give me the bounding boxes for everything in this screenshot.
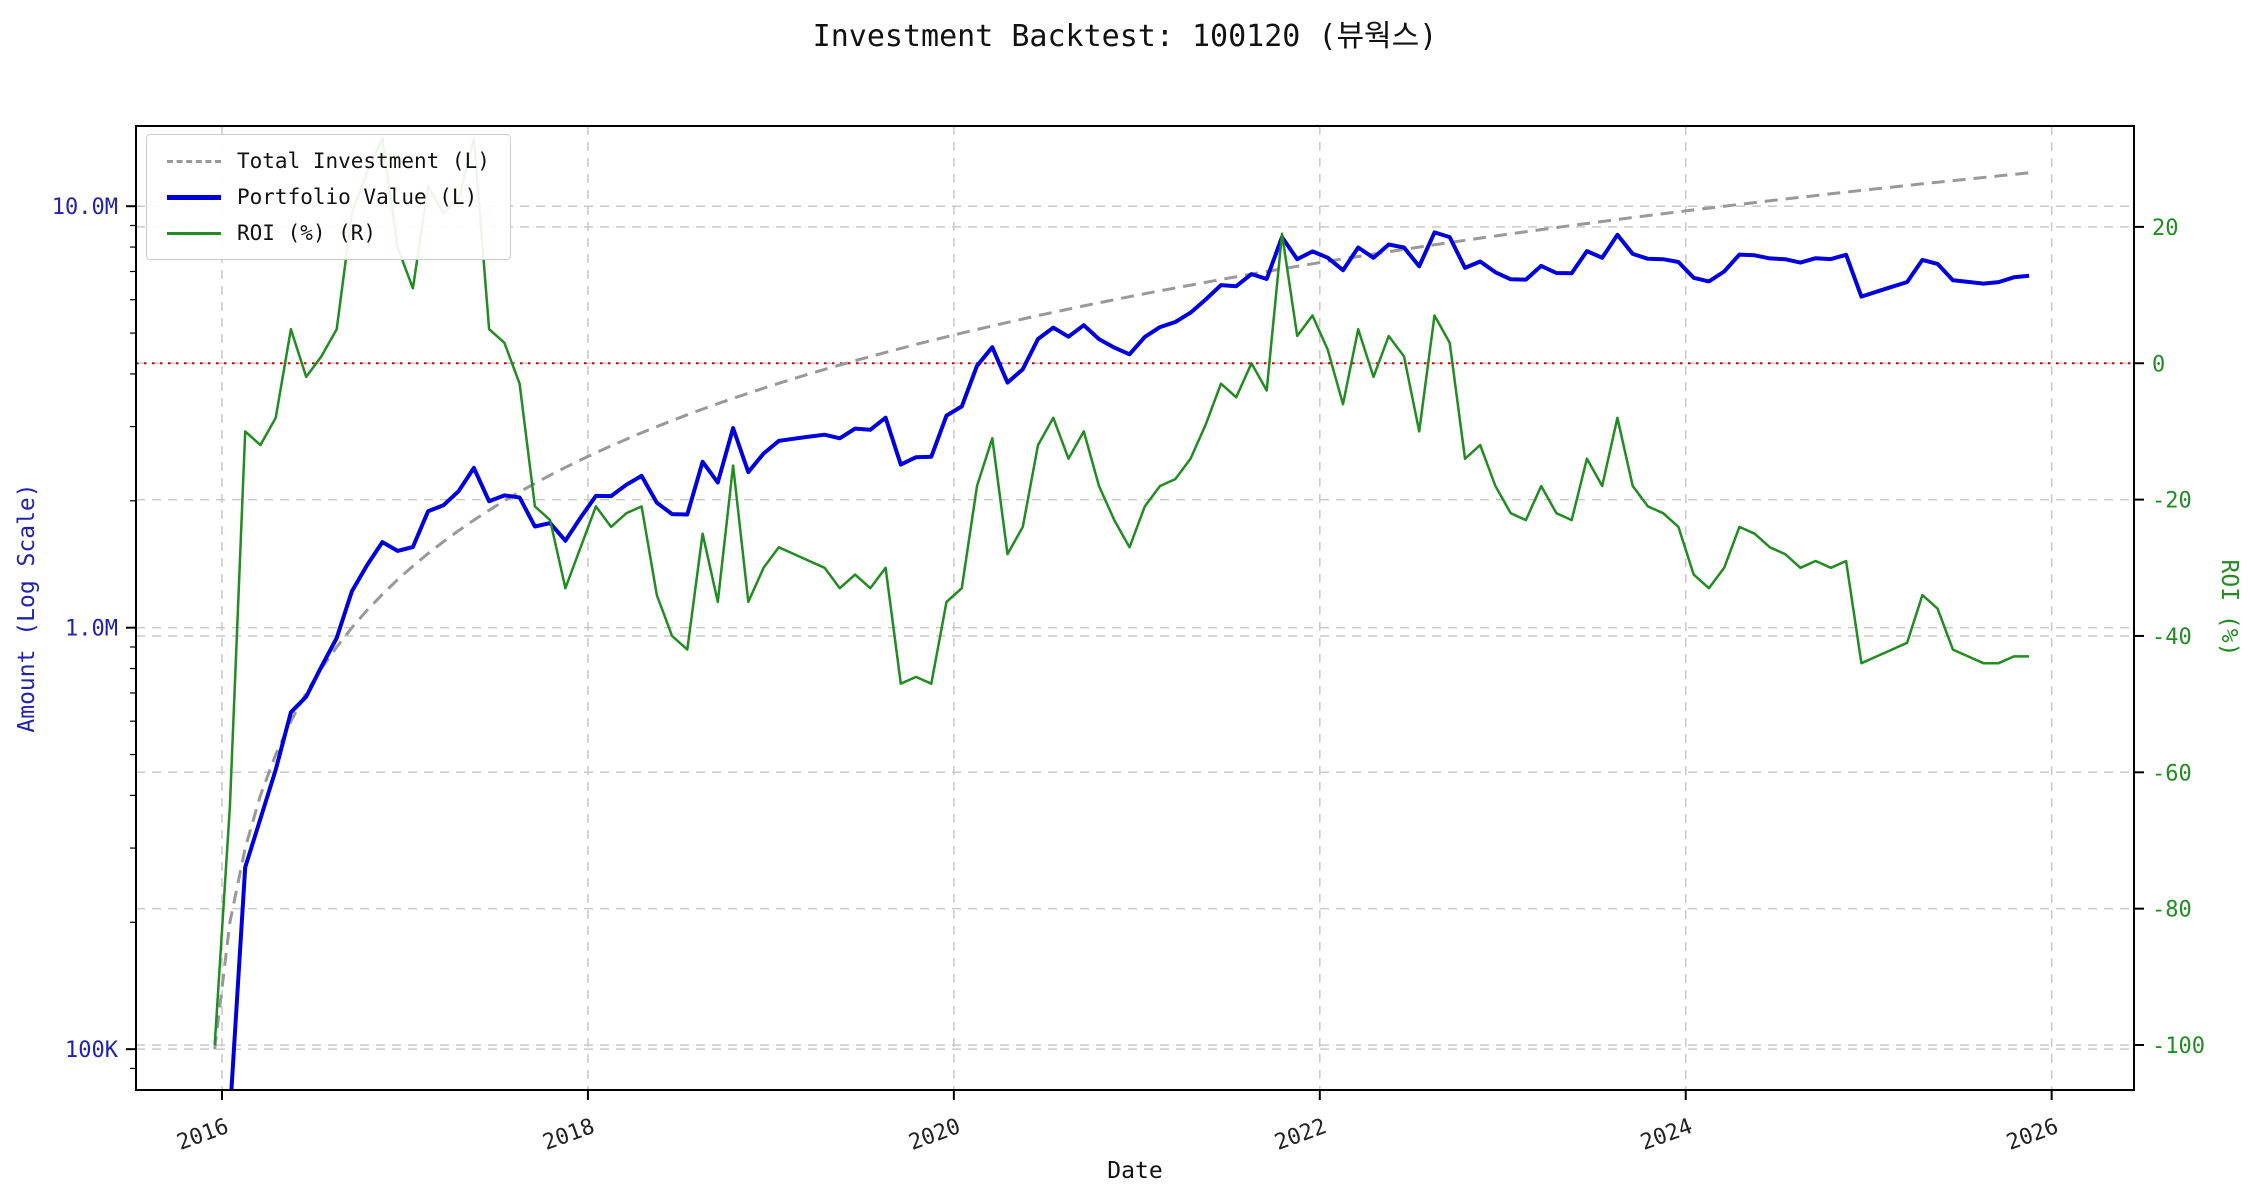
total-investment-line-sample	[167, 159, 221, 163]
right-tick-label: 0	[2152, 352, 2165, 377]
x-tick-label: 2020	[906, 1114, 964, 1156]
plot-border	[135, 125, 2135, 1091]
portfolio-value-line	[229, 230, 2030, 1090]
right-tick-label: -100	[2152, 1034, 2205, 1059]
x-tick-label: 2022	[1272, 1114, 1330, 1156]
legend-item-total-investment: Total Investment (L)	[167, 149, 490, 173]
right-tick-label: -20	[2152, 489, 2192, 514]
left-tick-label: 10.0M	[52, 195, 118, 220]
right-tick-label: 20	[2152, 216, 2179, 241]
left-axis-label: Amount (Log Scale)	[14, 483, 40, 732]
x-tick-label: 2024	[1637, 1114, 1695, 1156]
legend-label-total-investment: Total Investment (L)	[237, 149, 490, 173]
legend-item-roi: ROI (%) (R)	[167, 221, 490, 245]
legend-item-portfolio-value: Portfolio Value (L)	[167, 185, 490, 209]
left-tick-label: 100K	[65, 1038, 119, 1063]
roi-line-sample	[167, 231, 221, 235]
right-tick-label: -40	[2152, 625, 2192, 650]
right-tick-label: -60	[2152, 761, 2192, 786]
plot-area: 2016 2018 2020 2022 2024 2026 10.0M 1.0M 100K 20 0…	[52, 125, 2205, 1156]
right-axis-label: ROI (%)	[2216, 560, 2242, 657]
total-investment-line	[213, 171, 2030, 1050]
right-tick-label: -80	[2152, 898, 2192, 923]
left-tick-label: 1.0M	[65, 617, 118, 642]
legend-label-portfolio-value: Portfolio Value (L)	[237, 185, 478, 209]
roi-line	[213, 137, 2030, 1046]
portfolio-value-line-sample	[167, 194, 221, 200]
chart-title: Investment Backtest: 100120 (뷰웍스)	[813, 19, 1438, 54]
x-axis-label: Date	[1107, 1158, 1162, 1184]
x-tick-label: 2016	[174, 1114, 232, 1156]
legend-label-roi: ROI (%) (R)	[237, 221, 377, 245]
legend: Total Investment (L) Portfolio Value (L)…	[146, 134, 511, 260]
x-tick-label: 2018	[540, 1114, 598, 1156]
x-tick-label: 2026	[2003, 1114, 2061, 1156]
